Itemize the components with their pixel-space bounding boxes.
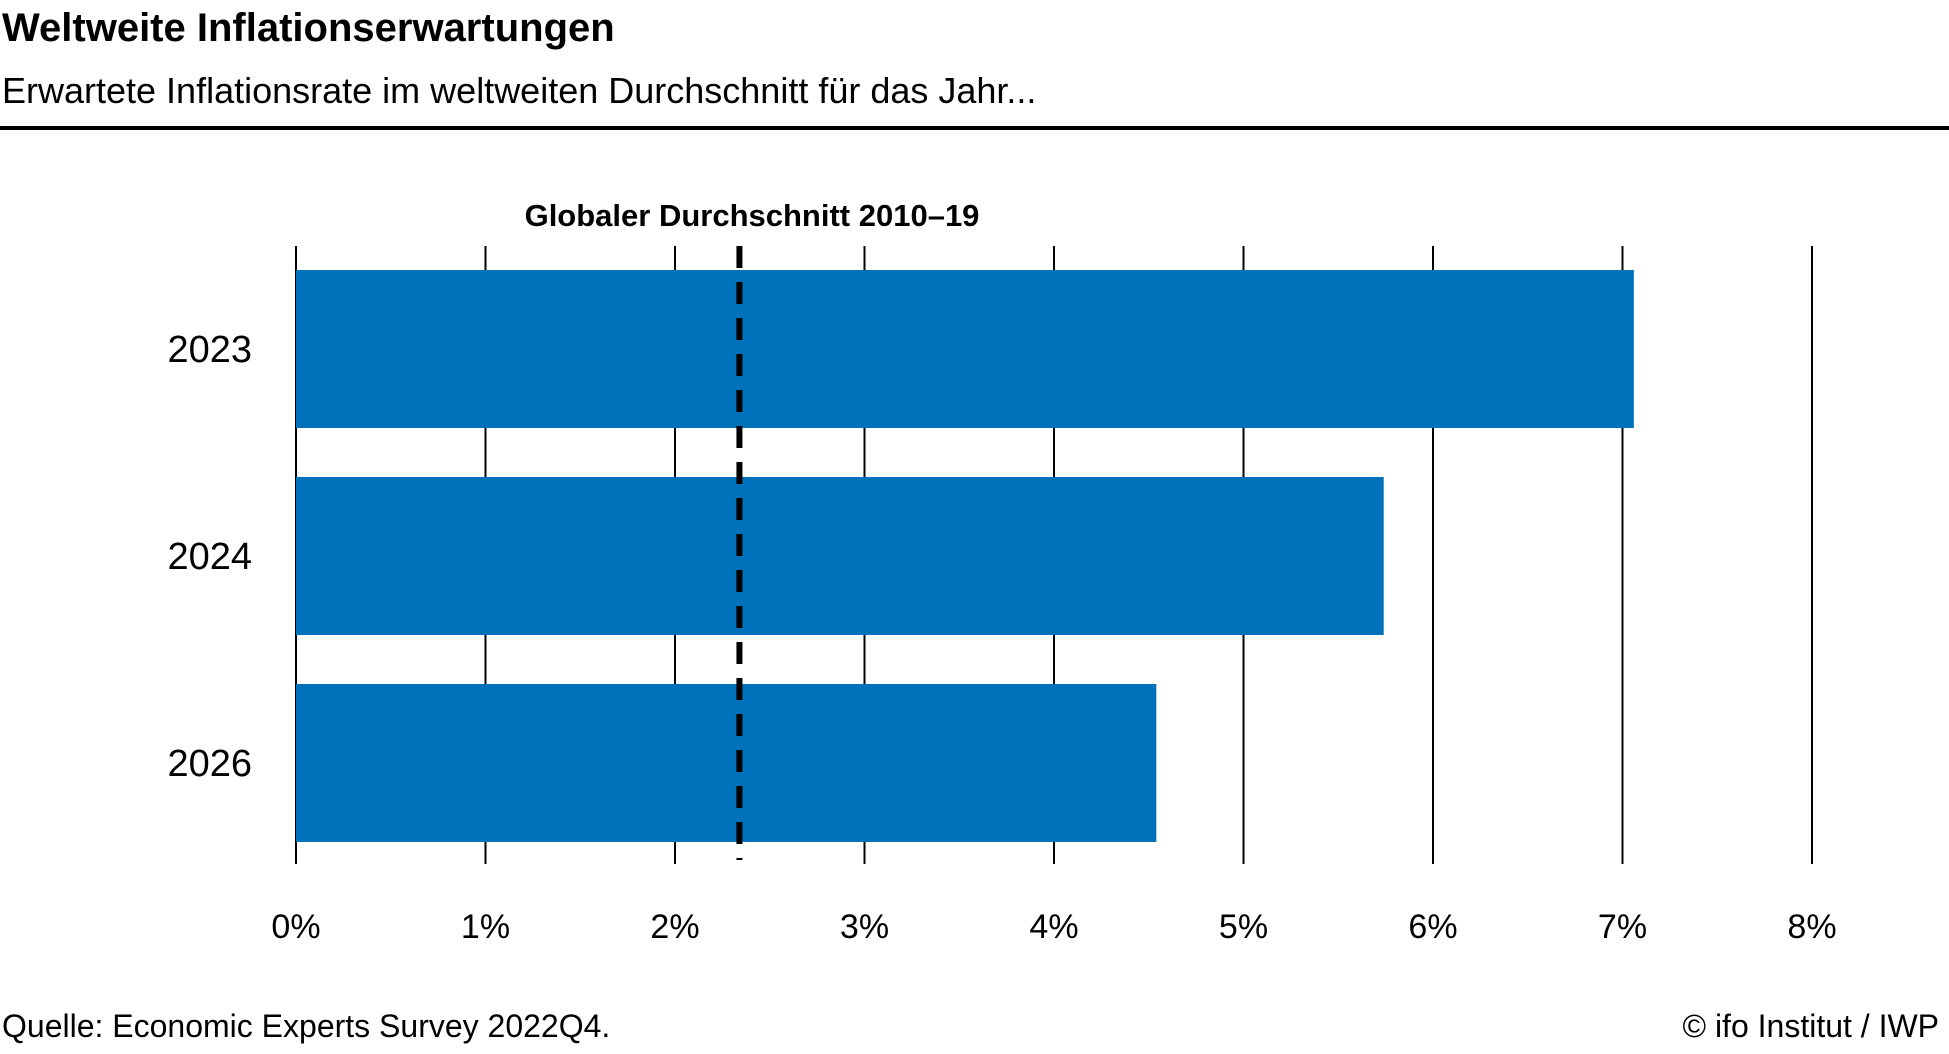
x-tick-label: 2% xyxy=(650,908,699,946)
x-tick-label: 3% xyxy=(840,908,889,946)
x-tick-label: 1% xyxy=(461,908,510,946)
copyright-note: © ifo Institut / IWP xyxy=(1682,1008,1939,1044)
category-label: 2023 xyxy=(167,329,252,371)
x-tick-label: 5% xyxy=(1219,908,1268,946)
chart-title: Weltweite Inflationserwartungen xyxy=(2,6,615,50)
reference-line-label: Globaler Durchschnitt 2010–19 xyxy=(525,198,980,233)
source-note: Quelle: Economic Experts Survey 2022Q4. xyxy=(2,1008,611,1044)
tick-labels: 0% 1% 2% 3% 4% 5% 6% 7% 8% xyxy=(271,908,1836,946)
bar xyxy=(296,684,1157,842)
bar xyxy=(296,477,1384,635)
x-tick-label: 4% xyxy=(1029,908,1078,946)
bar-chart: 2023 2024 2026 0% 1% 2% 3% 4% 5% 6% 7% 8% Globaler… xyxy=(167,198,1836,946)
reference-line-group: Globaler Durchschnitt 2010–19 xyxy=(525,198,980,860)
x-tick-label: 6% xyxy=(1408,908,1457,946)
chart-subtitle: Erwartete Inflationsrate im weltweiten D… xyxy=(2,70,1037,111)
category-labels: 2023 2024 2026 xyxy=(167,329,252,785)
bar xyxy=(296,270,1634,428)
x-tick-label: 0% xyxy=(271,908,320,946)
x-tick-label: 8% xyxy=(1787,908,1836,946)
x-tick-label: 7% xyxy=(1598,908,1647,946)
header-divider xyxy=(0,126,1949,130)
category-label: 2026 xyxy=(167,743,252,785)
bars xyxy=(296,270,1634,842)
category-label: 2024 xyxy=(167,536,252,578)
